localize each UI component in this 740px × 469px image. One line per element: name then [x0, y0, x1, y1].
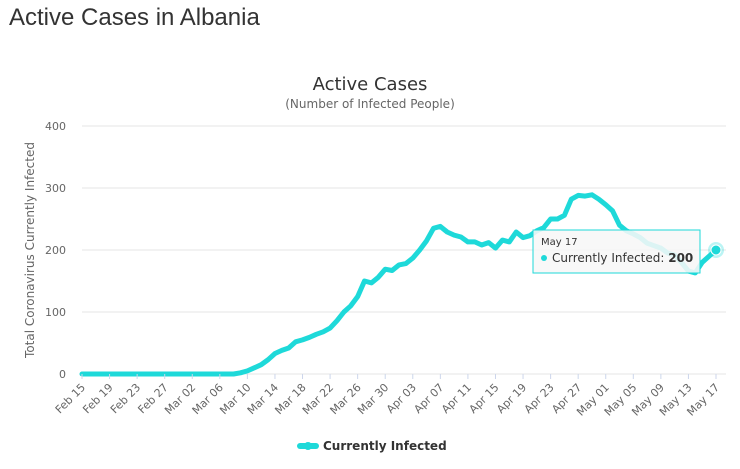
- x-tick-label: Apr 15: [467, 381, 502, 416]
- tooltip-series-label: Currently Infected:: [552, 251, 668, 265]
- tooltip-text: Currently Infected: 200: [552, 251, 693, 265]
- x-tick-label: Apr 11: [439, 381, 474, 416]
- series-line-currently-infected[interactable]: [79, 192, 719, 377]
- x-tick-label: Apr 03: [384, 381, 419, 416]
- data-point-may-17[interactable]: [710, 244, 722, 256]
- y-tick-label: 400: [45, 120, 66, 133]
- y-tick-label: 200: [45, 244, 66, 257]
- chart-subtitle: (Number of Infected People): [285, 97, 455, 111]
- chart-title: Active Cases: [313, 74, 428, 95]
- page-title: Active Cases in Albania: [9, 4, 260, 31]
- x-tick-label: Apr 07: [411, 381, 446, 416]
- legend-label[interactable]: Currently Infected: [323, 439, 447, 453]
- y-tick-label: 100: [45, 306, 66, 319]
- legend[interactable]: Currently Infected: [297, 439, 447, 453]
- x-tick-label: Apr 23: [522, 381, 557, 416]
- x-tick-label: Feb 15: [53, 381, 88, 416]
- tooltip-date: May 17: [541, 237, 578, 248]
- tooltip-box: [532, 229, 701, 274]
- x-tick-label: Feb 23: [108, 381, 143, 416]
- y-tick-label: 300: [45, 182, 66, 195]
- tooltip-value: 200: [668, 251, 693, 265]
- x-tick-label: Feb 19: [80, 381, 115, 416]
- y-tick-label: 0: [59, 368, 66, 381]
- y-axis-label: Total Coronavirus Currently Infected: [23, 142, 37, 359]
- x-tick-label: Mar 30: [355, 381, 391, 417]
- legend-marker: [304, 442, 312, 450]
- tooltip-marker: [541, 255, 547, 261]
- x-tick-label: Apr 19: [494, 381, 529, 416]
